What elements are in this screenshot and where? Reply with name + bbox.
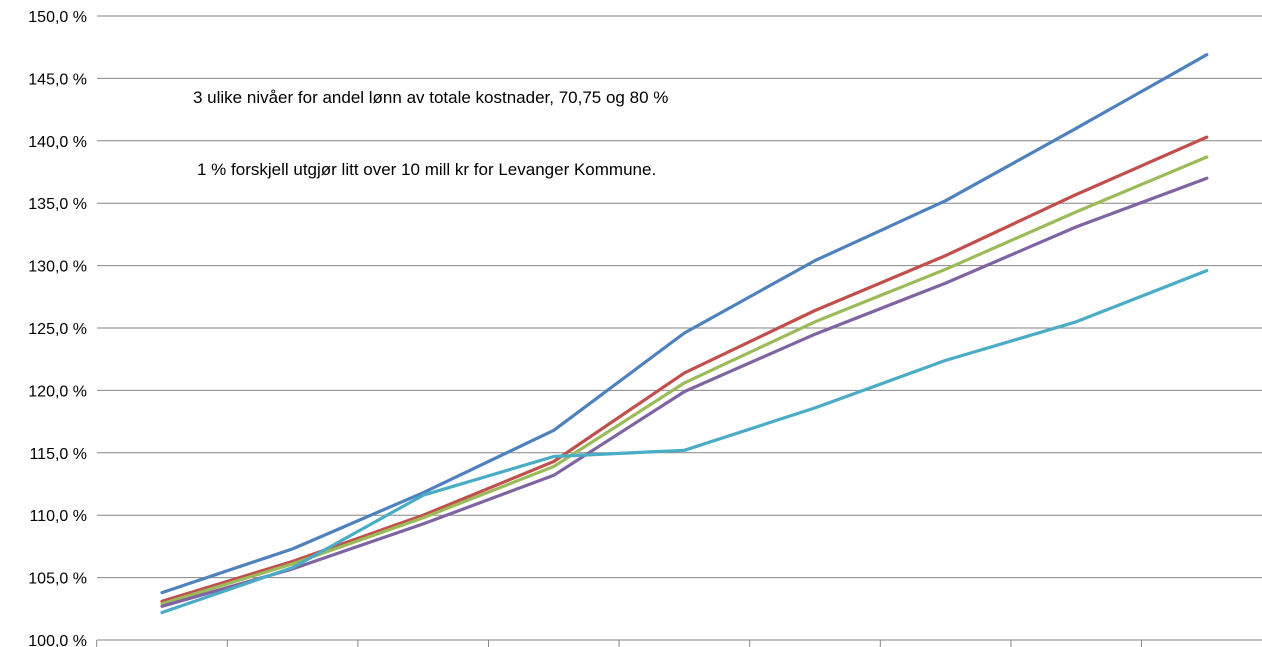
y-tick-label: 140,0 % — [28, 134, 87, 151]
y-tick-label: 125,0 % — [28, 321, 87, 338]
series-lines — [160, 53, 1209, 615]
y-tick-label: 135,0 % — [28, 196, 87, 213]
series-line-3 — [160, 155, 1209, 606]
y-tick-label: 110,0 % — [29, 508, 87, 525]
series-line-2 — [160, 135, 1209, 603]
y-tick-label: 150,0 % — [28, 9, 87, 26]
series-line-4 — [160, 176, 1209, 608]
gridlines — [97, 15, 1262, 579]
series-line-1 — [160, 53, 1209, 595]
y-tick-label: 145,0 % — [28, 71, 87, 88]
y-tick-label: 115,0 % — [29, 446, 87, 463]
annotation-salary-share: 3 ulike nivåer for andel lønn av totale … — [193, 88, 668, 107]
y-tick-label: 120,0 % — [28, 383, 87, 400]
series-line-5 — [160, 269, 1209, 615]
y-tick-label: 130,0 % — [28, 259, 87, 276]
y-axis-ticks: 100,0 % 105,0 % 110,0 % 115,0 % 120,0 % 125,0… — [28, 9, 87, 647]
x-axis — [96, 639, 1262, 647]
y-tick-label: 100,0 % — [28, 633, 87, 647]
y-tick-label: 105,0 % — [28, 571, 87, 588]
annotation-cost-difference: 1 % forskjell utgjør litt over 10 mill k… — [197, 160, 656, 179]
